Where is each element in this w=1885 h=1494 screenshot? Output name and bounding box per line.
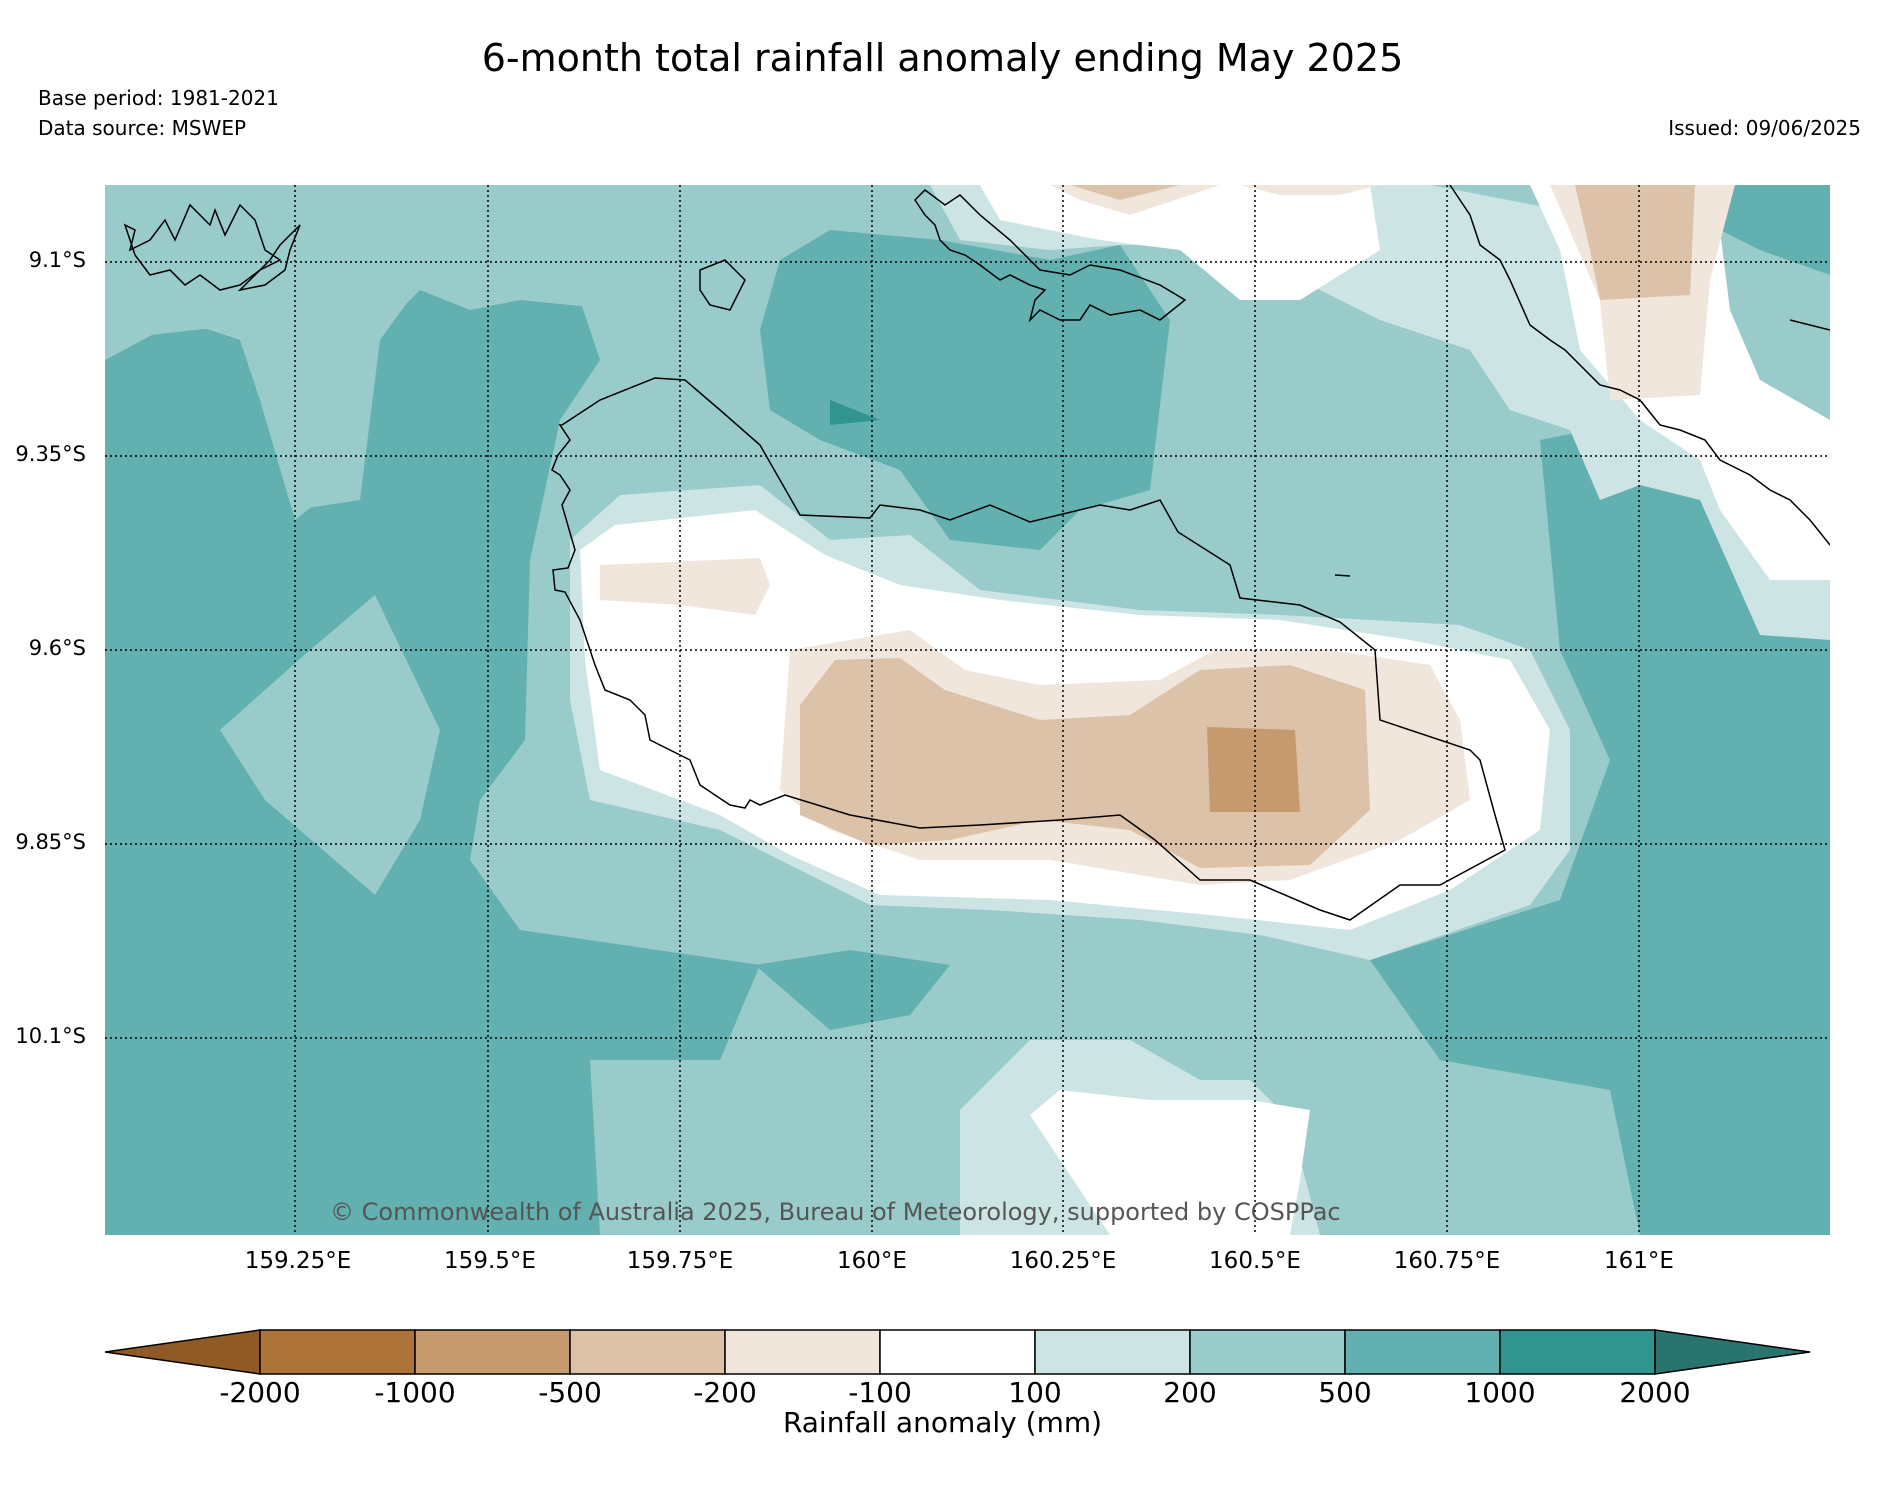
colorbar-tick-label: -100 bbox=[848, 1376, 912, 1409]
colorbar-bin-7 bbox=[1189, 1329, 1346, 1375]
anomaly-dry-core-ne bbox=[1575, 185, 1695, 300]
anomaly-dry-patch-north2 bbox=[1240, 185, 1380, 195]
malaita-coastline bbox=[1449, 185, 1830, 546]
islet-outline-2 bbox=[1334, 574, 1351, 577]
base-period: Base period: 1981-2021 bbox=[38, 86, 279, 110]
copyright-credit: © Commonwealth of Australia 2025, Bureau… bbox=[330, 1198, 1341, 1226]
lat-label-9-1: 9.1°S bbox=[28, 248, 86, 272]
lat-label-9-85: 9.85°S bbox=[15, 830, 86, 854]
lon-label-161: 161°E bbox=[1604, 1248, 1674, 1274]
anomaly-patch-nw-light bbox=[105, 185, 620, 520]
colorbar-tick-label: 100 bbox=[1008, 1376, 1062, 1409]
colorbar-tick-label: -1000 bbox=[374, 1376, 456, 1409]
lon-label-160-25: 160.25°E bbox=[1009, 1248, 1117, 1274]
data-source: Data source: MSWEP bbox=[38, 116, 247, 140]
colorbar-tick-label: -500 bbox=[538, 1376, 602, 1409]
anomaly-dry-peak bbox=[1207, 727, 1300, 812]
anomaly-dry-core bbox=[800, 658, 1370, 868]
anomaly-dry-patch-north bbox=[1050, 185, 1220, 215]
colorbar-bin-8 bbox=[1344, 1329, 1501, 1375]
colorbar-tick-label: 2000 bbox=[1619, 1376, 1691, 1409]
nw-islands-coastline bbox=[123, 203, 282, 291]
lat-label-9-6: 9.6°S bbox=[28, 636, 86, 660]
anomaly-dry-patch-west bbox=[600, 558, 770, 615]
guadalcanal-coastline bbox=[551, 377, 1506, 921]
colorbar-bin-2 bbox=[414, 1329, 571, 1375]
islet-outline-3 bbox=[1789, 319, 1830, 331]
lon-label-160-75: 160.75°E bbox=[1393, 1248, 1501, 1274]
lon-label-160: 160°E bbox=[837, 1248, 907, 1274]
anomaly-patch-west-light bbox=[220, 595, 440, 895]
colorbar-bin-1 bbox=[259, 1329, 416, 1375]
anomaly-dry-core-north bbox=[1070, 185, 1180, 200]
colorbar-tick-label: -2000 bbox=[219, 1376, 301, 1409]
colorbar-title: Rainfall anomaly (mm) bbox=[782, 1406, 1103, 1439]
colorbar-tick-label: -200 bbox=[693, 1376, 757, 1409]
colorbar-bin-6 bbox=[1034, 1329, 1191, 1375]
colorbar-tick-label: 500 bbox=[1318, 1376, 1372, 1409]
graticule bbox=[105, 185, 1830, 1235]
lon-label-159-25: 159.25°E bbox=[244, 1248, 352, 1274]
lat-label-10-1: 10.1°S bbox=[15, 1024, 86, 1048]
anomaly-zone-south bbox=[755, 950, 950, 1030]
issued-date: Issued: 09/06/2025 bbox=[1668, 116, 1861, 140]
chart-title: 6-month total rainfall anomaly ending Ma… bbox=[481, 36, 1404, 80]
anomaly-neutral-north bbox=[980, 185, 1380, 300]
colorbar-extend-low bbox=[104, 1329, 261, 1375]
colorbar-extend-high bbox=[1654, 1329, 1811, 1375]
florida-islands-coastline bbox=[914, 189, 1187, 323]
lat-label-9-35: 9.35°S bbox=[15, 442, 86, 466]
lon-label-159-5: 159.5°E bbox=[444, 1248, 536, 1274]
nw-islands-coastline-2 bbox=[237, 224, 301, 292]
colorbar-bin-4 bbox=[724, 1329, 881, 1375]
lon-label-160-5: 160.5°E bbox=[1209, 1248, 1301, 1274]
colorbar bbox=[104, 1329, 1811, 1375]
colorbar-bin-9 bbox=[1499, 1329, 1656, 1375]
islet-outline-1 bbox=[699, 259, 746, 311]
colorbar-bin-3 bbox=[569, 1329, 726, 1375]
colorbar-bin-5 bbox=[879, 1329, 1036, 1375]
colorbar-tick-label: 1000 bbox=[1464, 1376, 1536, 1409]
anomaly-wet-peak bbox=[830, 400, 880, 425]
anomaly-neutral-south bbox=[1030, 1090, 1310, 1235]
coastlines bbox=[123, 185, 1830, 921]
anomaly-zone-east bbox=[1370, 420, 1830, 1235]
anomaly-zone-north bbox=[760, 230, 1170, 550]
anomaly-zone-ne bbox=[1570, 185, 1830, 275]
lon-label-159-75: 159.75°E bbox=[626, 1248, 734, 1274]
colorbar-tick-label: 200 bbox=[1163, 1376, 1217, 1409]
